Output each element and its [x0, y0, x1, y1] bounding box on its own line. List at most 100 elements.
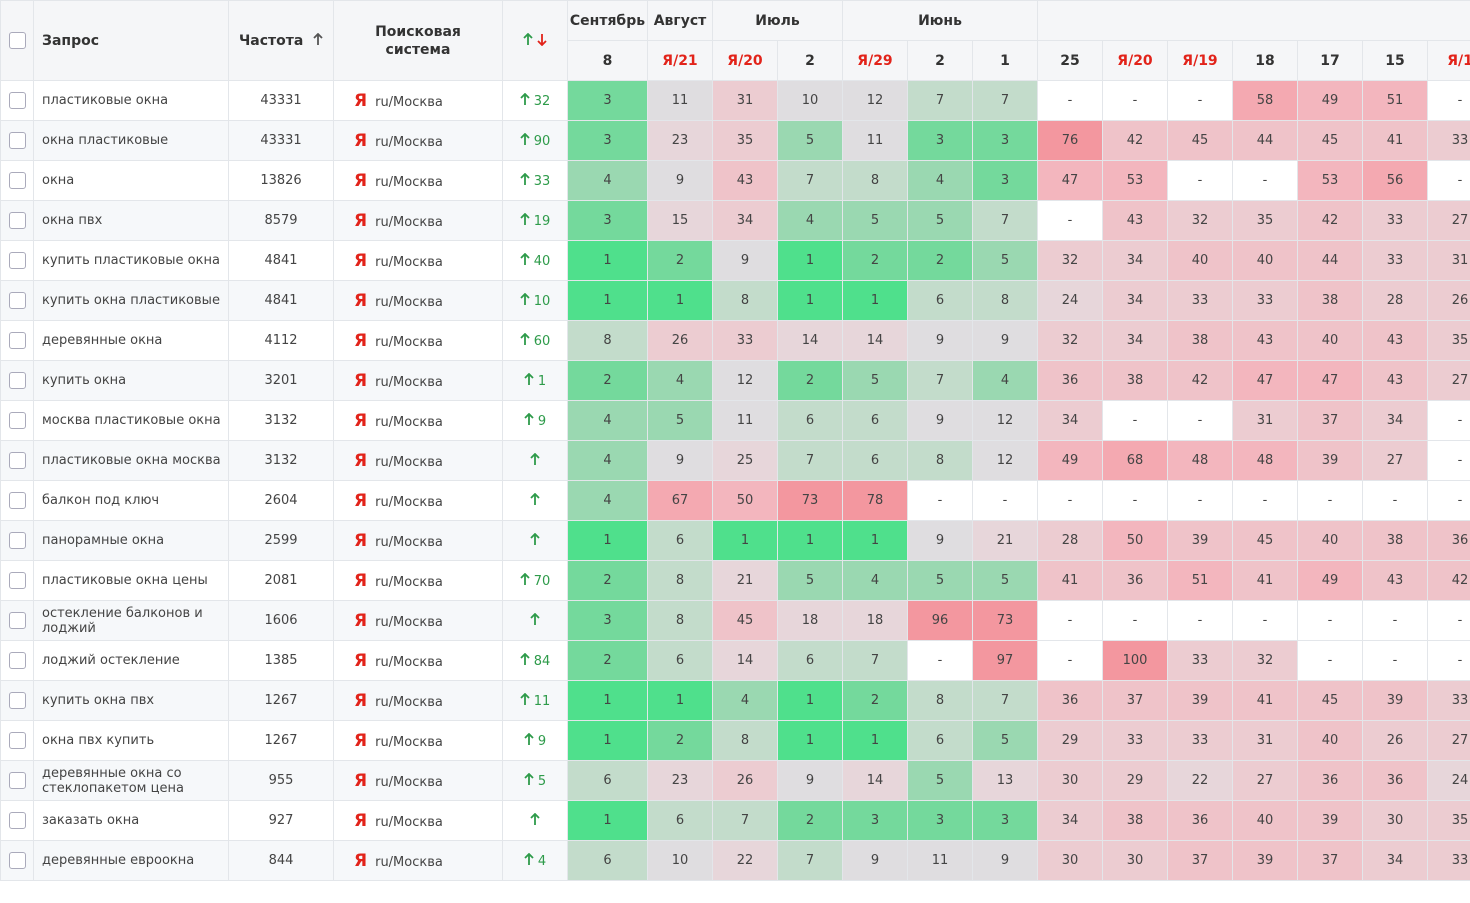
- position-cell: 40: [1297, 320, 1363, 361]
- date-header[interactable]: Я/20: [1102, 40, 1168, 81]
- position-cell: -: [1426, 640, 1470, 681]
- position-cell: 33: [1232, 280, 1298, 321]
- position-cell: 3: [567, 600, 648, 641]
- checkbox[interactable]: [8, 612, 26, 629]
- position-cell: 37: [1297, 400, 1363, 441]
- checkbox[interactable]: [8, 132, 26, 149]
- query-header[interactable]: Запрос: [33, 0, 229, 81]
- position-cell: 2: [842, 680, 908, 721]
- position-cell: 37: [1102, 680, 1168, 721]
- checkbox[interactable]: [8, 732, 26, 749]
- date-header[interactable]: Я/29: [842, 40, 908, 81]
- checkbox[interactable]: [8, 652, 26, 669]
- frequency-cell: 43331: [228, 80, 334, 121]
- position-cell: 53: [1102, 160, 1168, 201]
- position-cell: 51: [1362, 80, 1428, 121]
- frequency-cell: 3132: [228, 440, 334, 481]
- date-header[interactable]: Я/21: [647, 40, 713, 81]
- engine-icon: Я: [354, 850, 368, 871]
- date-header[interactable]: 2: [777, 40, 843, 81]
- position-cell: 1: [712, 520, 778, 561]
- position-cell: 7: [777, 160, 843, 201]
- checkbox[interactable]: [8, 452, 26, 469]
- date-header[interactable]: 2: [907, 40, 973, 81]
- position-cell: 31: [1232, 400, 1298, 441]
- position-cell: 27: [1426, 200, 1470, 241]
- position-cell: -: [1232, 600, 1298, 641]
- select-all-cell: [0, 0, 34, 81]
- position-cell: 4: [712, 680, 778, 721]
- engine-region: ru/Москва: [375, 534, 443, 550]
- checkbox[interactable]: [8, 772, 26, 789]
- date-header[interactable]: 1: [972, 40, 1038, 81]
- position-cell: 33: [1426, 120, 1470, 161]
- position-cell: 29: [1037, 720, 1103, 761]
- position-cell: 45: [1297, 120, 1363, 161]
- checkbox[interactable]: [8, 412, 26, 429]
- date-header[interactable]: Я/1: [1426, 40, 1470, 81]
- checkbox[interactable]: [8, 812, 26, 829]
- position-cell: 43: [712, 160, 778, 201]
- date-header[interactable]: Я/20: [712, 40, 778, 81]
- frequency-header[interactable]: Частота: [228, 0, 334, 81]
- position-cell: 1: [567, 240, 648, 281]
- position-cell: 7: [972, 80, 1038, 121]
- checkbox[interactable]: [8, 32, 26, 49]
- checkbox[interactable]: [8, 692, 26, 709]
- date-header[interactable]: Я/19: [1167, 40, 1233, 81]
- checkbox[interactable]: [8, 572, 26, 589]
- position-cell: 53: [1297, 160, 1363, 201]
- date-header[interactable]: 25: [1037, 40, 1103, 81]
- position-cell: 2: [647, 720, 713, 761]
- position-cell: 6: [777, 640, 843, 681]
- date-header[interactable]: 17: [1297, 40, 1363, 81]
- change-cell: [502, 600, 568, 641]
- checkbox[interactable]: [8, 492, 26, 509]
- engine-icon: Я: [354, 490, 368, 511]
- position-cell: 9: [777, 760, 843, 801]
- position-cell: 11: [842, 120, 908, 161]
- checkbox[interactable]: [8, 852, 26, 869]
- position-cell: 14: [842, 760, 908, 801]
- checkbox[interactable]: [8, 172, 26, 189]
- position-cell: 35: [1426, 320, 1470, 361]
- date-header[interactable]: 18: [1232, 40, 1298, 81]
- change-cell: 9: [502, 400, 568, 441]
- checkbox[interactable]: [8, 252, 26, 269]
- position-cell: 8: [907, 680, 973, 721]
- position-cell: 36: [1362, 760, 1428, 801]
- position-cell: 24: [1426, 760, 1470, 801]
- engine-icon: Я: [354, 610, 368, 631]
- engine-region: ru/Москва: [375, 374, 443, 390]
- position-cell: 5: [907, 200, 973, 241]
- date-header[interactable]: 15: [1362, 40, 1428, 81]
- position-cell: 41: [1232, 680, 1298, 721]
- checkbox[interactable]: [8, 372, 26, 389]
- position-cell: 4: [567, 160, 648, 201]
- position-cell: -: [1426, 480, 1470, 521]
- checkbox[interactable]: [8, 532, 26, 549]
- checkbox[interactable]: [8, 292, 26, 309]
- position-cell: 30: [1362, 800, 1428, 841]
- engine-region: ru/Москва: [375, 494, 443, 510]
- engine-region: ru/Москва: [375, 134, 443, 150]
- position-cell: 6: [777, 400, 843, 441]
- position-cell: 1: [777, 280, 843, 321]
- checkbox-cell: [0, 520, 34, 561]
- checkbox[interactable]: [8, 332, 26, 349]
- checkbox-cell: [0, 320, 34, 361]
- change-header[interactable]: [502, 0, 568, 81]
- position-cell: 5: [842, 200, 908, 241]
- date-header[interactable]: 8: [567, 40, 648, 81]
- checkbox[interactable]: [8, 92, 26, 109]
- engine-region: ru/Москва: [375, 334, 443, 350]
- change-value: 9: [537, 733, 547, 749]
- checkbox[interactable]: [8, 212, 26, 229]
- query-cell: лоджий остекление: [33, 640, 229, 681]
- change-cell: 9: [502, 720, 568, 761]
